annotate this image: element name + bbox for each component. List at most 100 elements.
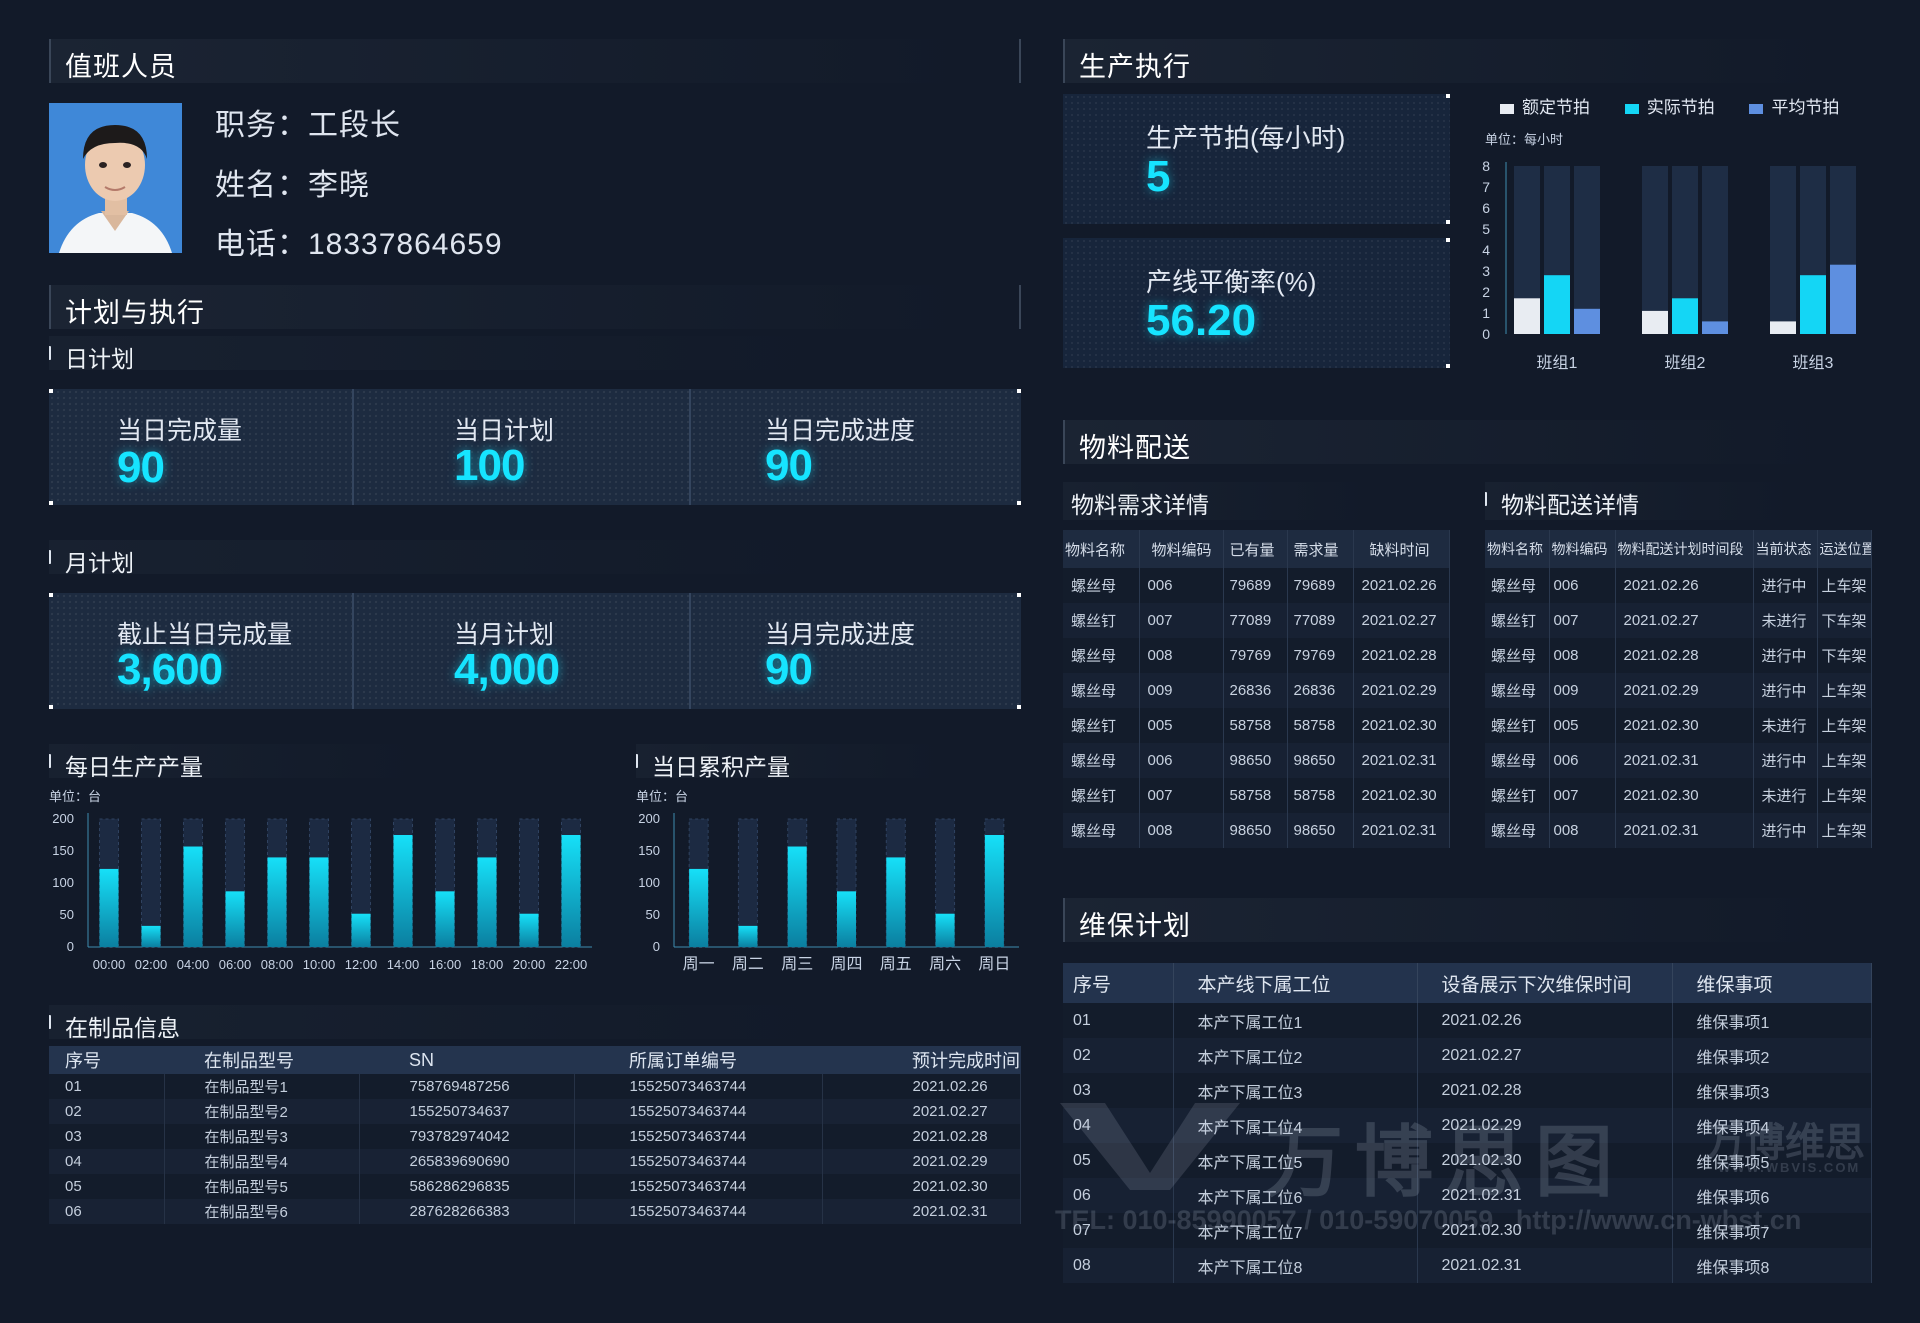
delivery-cell: 2021.02.26 xyxy=(1615,568,1754,603)
delivery-cell: 上车架 xyxy=(1817,673,1872,708)
beat-chart: 0 1 2 3 4 5 6 7 8 班组1 班组2 班组3 xyxy=(1482,158,1856,372)
kpi-value: 90 xyxy=(765,441,813,490)
maintenance-section-header: 维保计划 xyxy=(1063,898,1872,942)
x-tick-label: 班组2 xyxy=(1665,354,1706,372)
maintenance-table: 序号 本产线下属工位 设备展示下次维保时间 维保事项 01 本产下属工位1 2021… xyxy=(1063,963,1872,1283)
kpi-label: 当日完成量 xyxy=(117,417,243,445)
kpi-value: 4,000 xyxy=(454,645,560,694)
wip-cell: 15525073463744 xyxy=(574,1074,823,1099)
col-header: 需求量 xyxy=(1287,530,1354,568)
maintenance-cell: 本产下属工位7 xyxy=(1173,1213,1418,1248)
wip-cell: 02 xyxy=(49,1099,165,1124)
delivery-cell: 螺丝母 xyxy=(1485,568,1550,603)
col-header: 物料名称 xyxy=(1063,530,1140,568)
monthly-plan-title: 月计划 xyxy=(65,550,134,576)
col-header: 在制品型号 xyxy=(164,1046,359,1074)
maintenance-cell: 本产下属工位8 xyxy=(1173,1248,1418,1283)
demand-cell: 58758 xyxy=(1223,778,1288,813)
bar-track xyxy=(1574,166,1600,334)
maintenance-cell: 维保事项1 xyxy=(1672,1003,1872,1038)
table-row: 螺丝钉 007 77089 77089 2021.02.27 xyxy=(1063,603,1450,638)
table-row: 03 在制品型号3 793782974042 15525073463744 2021.0… xyxy=(49,1124,1021,1149)
bar xyxy=(561,835,581,947)
x-tick-label: 周五 xyxy=(880,956,912,973)
y-tick-label: 50 xyxy=(60,907,74,922)
kpi-monthly-done: 截止当日完成量 3,600 xyxy=(49,593,352,709)
kpi-daily-plan: 当日计划 100 xyxy=(354,389,689,505)
delivery-cell: 上车架 xyxy=(1817,743,1872,778)
bar xyxy=(1544,275,1570,334)
demand-cell: 螺丝钉 xyxy=(1063,708,1140,743)
table-row: 01 本产下属工位1 2021.02.26 维保事项1 xyxy=(1063,1003,1872,1038)
x-tick-label: 周六 xyxy=(929,955,961,973)
bar xyxy=(689,868,709,947)
wip-cell: 03 xyxy=(49,1124,165,1149)
cumulative-output-header: 当日累积产量 xyxy=(636,744,1021,780)
watermark-logo-icon xyxy=(1060,1103,1240,1190)
y-tick-label: 4 xyxy=(1482,242,1490,258)
balance-label: 产线平衡率(%) xyxy=(1146,267,1317,297)
demand-cell: 螺丝钉 xyxy=(1063,603,1140,638)
wip-cell: 在制品型号3 xyxy=(164,1124,360,1149)
watermark-contact: TEL: 010-85990057 / 010-59070059 http://… xyxy=(1055,1205,1802,1235)
x-tick-label: 20:00 xyxy=(513,957,546,972)
delivery-cell: 2021.02.29 xyxy=(1615,673,1754,708)
duty-title: 值班人员 xyxy=(65,52,177,82)
demand-cell: 螺丝母 xyxy=(1063,743,1140,778)
col-header: 设备展示下次维保时间 xyxy=(1417,963,1673,1003)
demand-cell: 螺丝母 xyxy=(1063,673,1140,708)
wip-cell: 2021.02.29 xyxy=(822,1149,1021,1174)
y-tick-label: 5 xyxy=(1482,221,1490,237)
table-row: 02 在制品型号2 155250734637 15525073463744 2021.0… xyxy=(49,1099,1021,1124)
wip-cell: 01 xyxy=(49,1074,165,1099)
delivery-cell: 上车架 xyxy=(1817,813,1872,848)
demand-cell: 2021.02.26 xyxy=(1353,568,1450,603)
maintenance-cell: 维保事项2 xyxy=(1672,1038,1872,1073)
demand-cell: 98650 xyxy=(1287,743,1354,778)
maintenance-cell: 2021.02.30 xyxy=(1417,1143,1673,1178)
maintenance-cell: 07 xyxy=(1063,1213,1174,1248)
delivery-cell: 进行中 xyxy=(1753,568,1818,603)
delivery-cell: 上车架 xyxy=(1817,778,1872,813)
bar xyxy=(393,835,413,947)
delivery-cell: 2021.02.27 xyxy=(1615,603,1754,638)
table-row: 02 本产下属工位2 2021.02.27 维保事项2 xyxy=(1063,1038,1872,1073)
maintenance-cell: 2021.02.27 xyxy=(1417,1038,1673,1073)
demand-cell: 58758 xyxy=(1287,708,1354,743)
maintenance-cell: 2021.02.30 xyxy=(1417,1213,1673,1248)
daily-plan-title: 日计划 xyxy=(65,346,134,372)
y-tick-label: 150 xyxy=(52,843,74,858)
delivery-cell: 螺丝钉 xyxy=(1485,778,1550,813)
bar xyxy=(1800,275,1826,334)
y-tick-label: 1 xyxy=(1482,305,1490,321)
kpi-monthly-plan: 当月计划 4,000 xyxy=(354,593,689,709)
col-header: 预计完成时间 xyxy=(822,1046,1021,1074)
y-tick-label: 6 xyxy=(1482,200,1490,216)
wip-cell: 06 xyxy=(49,1199,165,1224)
table-header-row: 物料名称 物料编码 已有量 需求量 缺料时间 xyxy=(1063,530,1450,568)
table-row: 螺丝母 008 98650 98650 2021.02.31 xyxy=(1063,813,1450,848)
bar xyxy=(738,925,758,947)
maintenance-title: 维保计划 xyxy=(1079,911,1191,941)
delivery-cell: 009 xyxy=(1549,673,1616,708)
demand-header: 物料需求详情 xyxy=(1063,482,1450,520)
bar-track xyxy=(1770,166,1796,334)
y-tick-label: 3 xyxy=(1482,263,1490,279)
delivery-cell: 2021.02.30 xyxy=(1615,778,1754,813)
duty-name: 姓名：李晓 xyxy=(215,169,370,202)
maintenance-cell: 03 xyxy=(1063,1073,1174,1108)
wip-cell: 15525073463744 xyxy=(574,1199,823,1224)
demand-cell: 2021.02.30 xyxy=(1353,778,1450,813)
demand-cell: 79689 xyxy=(1287,568,1354,603)
watermark-site: WWW.WBVIS.COM xyxy=(1718,1160,1861,1175)
kpi-label: 当日完成进度 xyxy=(765,417,916,445)
table-row: 螺丝母 006 2021.02.31 进行中 上车架 xyxy=(1485,743,1872,778)
x-tick-label: 周二 xyxy=(732,956,764,973)
table-row: 01 在制品型号1 758769487256 15525073463744 2021.0… xyxy=(49,1074,1021,1099)
bar xyxy=(477,857,497,947)
kpi-value: 90 xyxy=(117,443,165,492)
demand-cell: 007 xyxy=(1139,603,1224,638)
maintenance-cell: 本产下属工位4 xyxy=(1173,1108,1418,1143)
col-header: 序号 xyxy=(49,1046,164,1074)
duty-position: 职务：工段长 xyxy=(215,109,401,142)
